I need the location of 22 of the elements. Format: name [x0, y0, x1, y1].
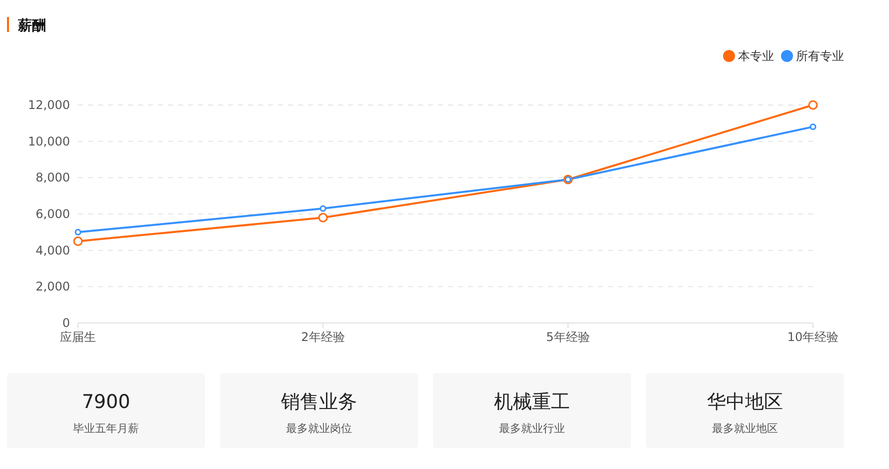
x-tick-label: 2年经验	[301, 330, 345, 344]
y-tick-label: 8,000	[36, 170, 70, 185]
x-tick-label: 10年经验	[787, 330, 839, 344]
y-tick-label: 10,000	[28, 134, 70, 148]
legend-label: 本专业	[738, 49, 774, 63]
legend-label: 所有专业	[796, 49, 844, 63]
text: 最多就业地区	[712, 422, 778, 435]
text: 销售业务	[280, 391, 357, 413]
text: 最多就业岗位	[286, 422, 352, 435]
y-tick-label: 4,000	[36, 243, 70, 258]
text: 毕业五年月薪	[73, 422, 139, 435]
y-tick-label: 6,000	[36, 207, 70, 221]
text: 最多就业行业	[499, 422, 565, 435]
x-tick-label: 应届生	[60, 330, 96, 344]
y-tick-label: 0	[62, 316, 70, 330]
text: 华中地区	[707, 391, 783, 413]
chart-title: 薪酬	[17, 18, 46, 34]
text: 机械重工	[494, 391, 570, 413]
x-tick-label: 5年经验	[546, 330, 590, 344]
text: 7900	[82, 391, 130, 413]
y-tick-label: 12,000	[28, 98, 70, 112]
y-tick-label: 2,000	[36, 280, 70, 294]
